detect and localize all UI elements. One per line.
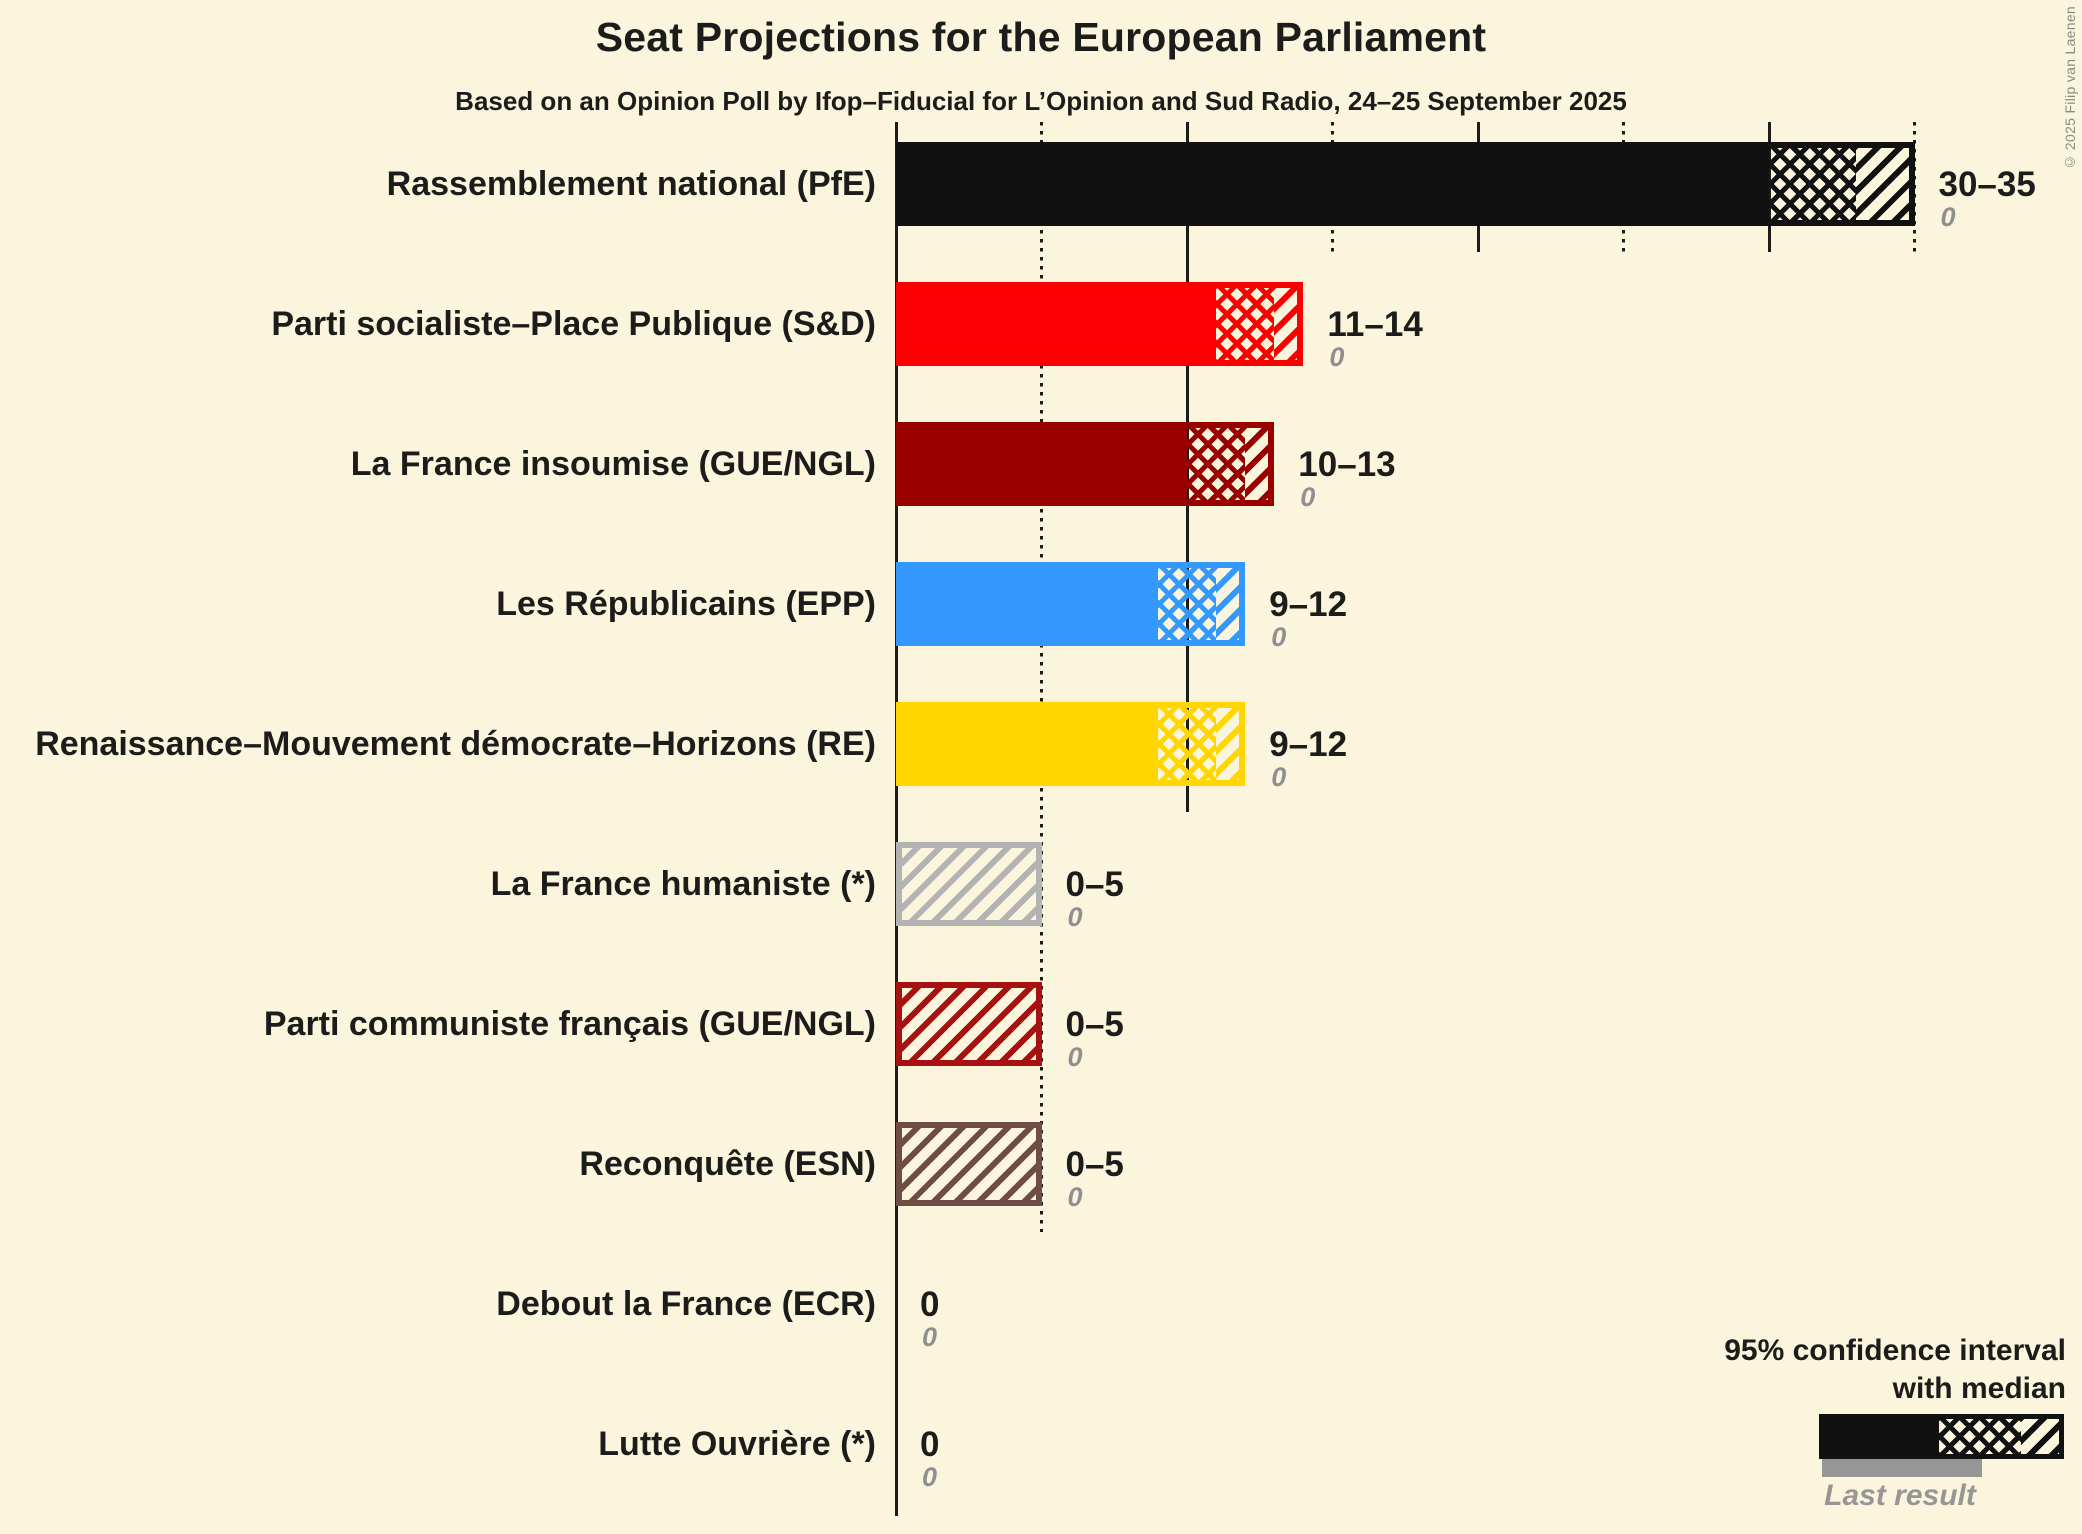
bar-crosshatch-segment <box>1187 422 1246 506</box>
last-result-value: 0 <box>1940 202 1956 232</box>
legend-sample-bar <box>1819 1414 2064 1459</box>
gridline-dotted <box>1040 122 1043 1232</box>
bar-crosshatch-segment <box>1216 282 1275 366</box>
last-result-value: 0 <box>1067 902 1083 932</box>
confidence-interval-bar <box>896 842 1042 926</box>
last-result-value: 0 <box>1067 1042 1083 1072</box>
seat-range-label: 0–5 <box>1065 865 1124 904</box>
bar-solid-segment <box>896 282 1217 366</box>
party-label: Renaissance–Mouvement démocrate–Horizons… <box>35 725 876 763</box>
bar-diagonal-segment <box>1216 702 1246 786</box>
bar-crosshatch-segment <box>1769 142 1857 226</box>
copyright-note: © 2025 Filip van Laenen <box>2062 6 2078 171</box>
confidence-interval-bar <box>896 702 1246 786</box>
party-label: Parti socialiste–Place Publique (S&D) <box>271 305 876 343</box>
bar-solid-segment <box>896 562 1158 646</box>
bar-diagonal-segment <box>1216 562 1246 646</box>
bar-solid-segment <box>896 142 1769 226</box>
confidence-interval-bar <box>896 142 1915 226</box>
last-result-value: 0 <box>922 1322 938 1352</box>
legend-solid-segment <box>1819 1414 1940 1459</box>
legend-crosshatch-segment <box>1939 1414 2022 1459</box>
bar-crosshatch-segment <box>1157 562 1217 646</box>
legend-ci-line2: with median <box>1892 1372 2066 1405</box>
chart-subtitle: Based on an Opinion Poll by Ifop–Fiducia… <box>455 86 1627 116</box>
last-result-value: 0 <box>1271 762 1287 792</box>
seat-range-label: 10–13 <box>1298 445 1396 484</box>
last-result-value: 0 <box>922 1462 938 1492</box>
seat-range-label: 9–12 <box>1269 585 1348 624</box>
legend-last-result-bar <box>1822 1459 1982 1477</box>
legend-diagonal-segment <box>2021 1414 2064 1459</box>
bar-diagonal-segment <box>1856 142 1915 226</box>
party-label: La France insoumise (GUE/NGL) <box>350 445 876 483</box>
confidence-interval-bar <box>896 562 1246 646</box>
bar-solid-segment <box>896 422 1187 506</box>
party-label: Rassemblement national (PfE) <box>386 165 876 203</box>
confidence-interval-bar <box>896 982 1042 1066</box>
party-label: Parti communiste français (GUE/NGL) <box>263 1005 876 1043</box>
bar-diagonal-segment <box>896 842 1042 926</box>
last-result-value: 0 <box>1329 342 1345 372</box>
bar-diagonal-segment <box>1245 422 1275 506</box>
confidence-interval-bar <box>896 1122 1042 1206</box>
bar-diagonal-segment <box>896 982 1042 1066</box>
confidence-interval-bar <box>896 282 1304 366</box>
last-result-value: 0 <box>1067 1182 1083 1212</box>
seat-range-label: 0–5 <box>1065 1005 1124 1044</box>
bar-crosshatch-segment <box>1157 702 1217 786</box>
bar-diagonal-segment <box>896 1122 1042 1206</box>
chart-title: Seat Projections for the European Parlia… <box>595 14 1487 60</box>
legend-ci-line1: 95% confidence interval <box>1724 1334 2066 1367</box>
seat-range-label: 30–35 <box>1938 165 2036 204</box>
last-result-value: 0 <box>1271 622 1287 652</box>
seat-range-label: 0 <box>920 1285 940 1324</box>
gridline-dotted <box>1913 122 1916 252</box>
seat-range-label: 0–5 <box>1065 1145 1124 1184</box>
party-label: Reconquête (ESN) <box>579 1145 876 1183</box>
confidence-interval-bar <box>896 422 1275 506</box>
bar-diagonal-segment <box>1274 282 1304 366</box>
legend-last-result-label: Last result <box>1824 1479 1976 1512</box>
seat-range-label: 0 <box>920 1425 940 1464</box>
axis-line <box>894 122 898 1516</box>
party-label: Lutte Ouvrière (*) <box>598 1425 876 1463</box>
seat-range-label: 11–14 <box>1327 305 1423 344</box>
seat-range-label: 9–12 <box>1269 725 1348 764</box>
party-label: Debout la France (ECR) <box>496 1285 876 1323</box>
bar-solid-segment <box>896 702 1158 786</box>
last-result-value: 0 <box>1300 482 1316 512</box>
party-label: La France humaniste (*) <box>490 865 876 903</box>
party-label: Les Républicains (EPP) <box>496 585 876 623</box>
